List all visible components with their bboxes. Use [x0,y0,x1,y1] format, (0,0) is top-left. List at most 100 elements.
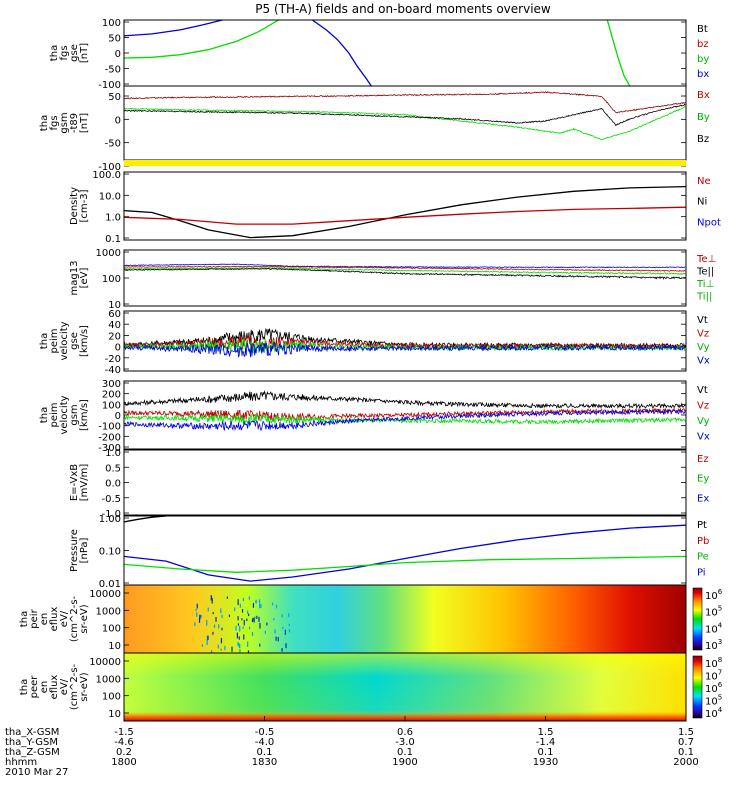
spectrogram-speckle [241,618,243,621]
spectrogram-speckle [220,608,222,614]
spectrogram-speckle [242,597,245,602]
panel-fgs_gse: 100 50 0 -50 -100 thafgsgse[nT] Bt bz by bx [49,18,709,91]
series-line-Vx [124,342,686,358]
x-tick-label: 0.1 [538,747,554,758]
spectrogram-speckle [207,635,209,640]
y-tick-label: -0.5 [101,494,121,505]
legend-entry: Vx [697,356,710,367]
spectrogram-speckle [252,618,254,622]
legend-entry: by [697,54,709,65]
spectrogram-speckle [238,643,240,648]
spectrogram-speckle [282,626,284,630]
panel-pressure: 1.00 0.10 0.01 Pressure[nPa] Pt Pb Pe Pi [69,514,709,590]
y-tick-label: 10 [108,641,121,652]
spectrogram-speckle [211,597,213,604]
y-tick-label: 1000 [96,248,121,259]
spectrogram-speckle [281,614,283,618]
spectrogram-speckle [239,643,241,649]
spectrogram-speckle [248,596,250,600]
spectrogram-speckle [217,644,219,649]
y-tick-label: -20 [105,354,121,365]
y-axis-label: thapeirenefluxeV/(cm^2-s-sr-eV) [19,595,90,642]
x-tick-label: 1800 [111,757,136,768]
y-tick-label: -50 [105,65,121,76]
y-tick-label: 10 [108,300,121,311]
y-tick-label: 0.01 [99,579,121,590]
series-line-bx [311,20,372,86]
legend-entry: Vz [697,329,709,340]
spectrogram-speckle [256,615,258,619]
x-tick-label: -4.6 [114,737,134,748]
spectrogram-speckle [206,639,208,646]
series-group [124,185,686,239]
y-tick-label: 0 [115,411,121,422]
x-tick-label: -0.5 [255,727,275,738]
separator-bar [124,160,686,166]
series-line-Vt [124,390,686,410]
y-tick-label: -100 [98,80,121,91]
legend-entry: Ti|| [696,292,712,303]
panel-temperature: 1000 100 10 mag13[eV] Te⊥ Te||Ti⊥ Ti|| [69,248,716,311]
y-tick-label: 1.0 [105,448,121,459]
x-tick-label: 0.1 [257,747,273,758]
y-tick-label: 1000 [96,606,121,617]
y-tick-label: 0 [115,49,121,60]
y-tick-label: 0.0 [105,479,121,490]
spectrogram-speckle [274,629,276,634]
y-axis-label: thapeerenefluxeV/(cm^2-s-sr-eV) [19,663,90,710]
spectrogram-speckle [251,619,254,623]
spectrogram-speckle [281,648,283,652]
spectrogram-speckle [275,636,277,641]
spectrogram-speckle [224,645,226,651]
y-tick-label: 50 [108,34,121,45]
colorbar-gradient [692,655,703,719]
x-axis-row-label: tha_Y-GSM [5,737,58,748]
y-tick-label: 10 [108,709,121,720]
x-tick-label: 1930 [533,757,558,768]
spectrogram-speckle [247,610,249,615]
y-tick-label: 0.10 [99,547,121,558]
series-line-Vt [124,327,686,350]
x-tick-label: -4.0 [255,737,275,748]
spectrogram-speckle [243,634,245,640]
x-tick-label: -3.0 [395,737,415,748]
y-tick-label: -50 [105,139,121,150]
colorbar-label: 104 [705,621,723,635]
spectrogram-speckle [199,614,201,619]
panels-group: 100500-50-100thafgsgse[nT]Btbzbybx500-50… [19,18,723,722]
spectrogram-speckle [259,603,261,609]
x-tick-label: 1900 [392,757,417,768]
spectrogram-speckle [215,617,217,622]
series-group [124,327,686,358]
y-tick-label: 10000 [89,589,121,600]
spectrogram-speckle [242,626,244,629]
colorbar-gradient [692,587,703,651]
spectrogram-speckle [259,622,261,629]
spectrogram-speckle [211,650,213,654]
series-line-Ti [124,263,686,269]
spectrogram-speckle [288,613,290,617]
x-tick-label: 0.2 [116,747,132,758]
spectrogram-speckle [201,644,204,647]
panel-frame [123,249,687,307]
x-axis-block: tha_X-GSM -1.5 -0.5 0.6 1.5 1.5 tha_Y-GSM -4.6 -… [5,716,699,778]
x-tick-label: 0.7 [678,737,694,748]
legend-entry: Bz [697,134,709,145]
legend-entry: bz [697,39,709,50]
y-tick-label: -300 [98,443,121,454]
legend-entry: Pi [697,567,706,578]
legend-entry: Te|| [696,267,714,278]
series-line-Pi [124,524,686,582]
spectrogram-speckle [220,648,222,651]
legend-entry: Vx [697,432,710,443]
y-axis-label: Density[cm-3] [69,187,90,225]
series-line-Pt [124,516,167,523]
y-tick-label: -1.0 [101,509,121,520]
spectrogram-speckle [231,646,233,652]
spectrogram-speckle [252,603,255,608]
y-tick-label: 40 [108,320,121,331]
y-tick-label: 0.5 [105,463,121,474]
spectrogram-speckle [212,612,214,615]
